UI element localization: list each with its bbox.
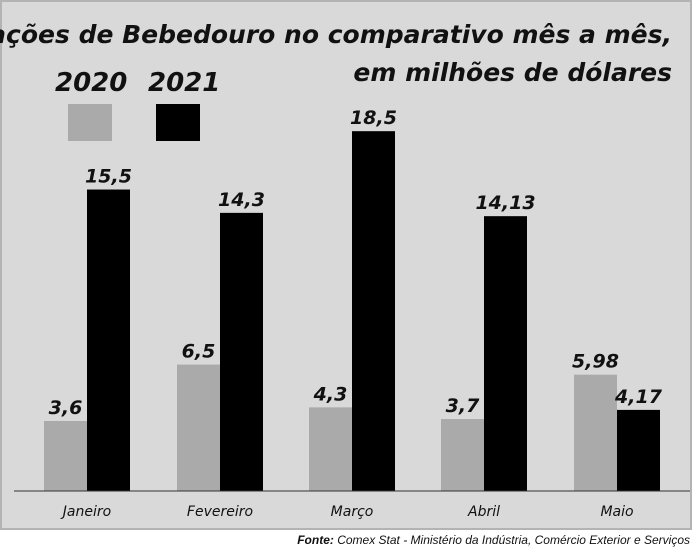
bar-chart: Exportações de Bebedouro no comparativo … [0,20,690,520]
value-labels-group: 3,6 15,5 6,5 14,3 4,3 18,5 3,7 14,13 5,98 4,17 [49,107,663,419]
legend-label-2020: 2020 [55,68,127,98]
source-text: Comex Stat - Ministério da Indústria, Co… [337,533,690,547]
legend-label-2021: 2021 [148,68,220,98]
bars-group [44,131,660,492]
category-label-fevereiro: Fevereiro [187,504,253,520]
chart-title-line-1: Exportações de Bebedouro no comparativo … [0,20,672,49]
value-label-2021-janeiro: 15,5 [85,166,132,188]
bar-2020-maio [574,374,617,491]
value-label-2021-fevereiro: 14,3 [218,189,265,211]
value-label-2021-marco: 18,5 [350,107,397,129]
chart-title-line-2: em milhões de dólares [353,58,672,87]
value-label-2020-fevereiro: 6,5 [182,341,216,363]
legend-swatch-2021 [156,104,200,141]
bar-2020-janeiro [44,420,87,491]
category-label-maio: Maio [600,504,633,520]
category-label-marco: Março [331,504,374,520]
bar-2021-marco [352,131,395,492]
value-label-2020-janeiro: 3,6 [49,397,83,419]
bar-2020-abril [441,419,484,491]
bar-2021-maio [617,409,660,491]
category-label-abril: Abril [467,504,500,520]
value-label-2020-marco: 4,3 [313,383,348,405]
value-label-2021-abril: 14,13 [475,192,535,214]
legend: 2020 2021 [55,68,220,141]
value-label-2020-maio: 5,98 [572,351,619,373]
category-label-janeiro: Janeiro [60,504,111,520]
category-labels-group: Janeiro Fevereiro Março Abril Maio [60,504,634,520]
bar-2020-marco [309,407,352,491]
bar-2021-fevereiro [220,212,263,492]
bar-2020-fevereiro [177,364,220,491]
source-note: Fonte: Comex Stat - Ministério da Indúst… [297,533,690,547]
legend-swatch-2020 [68,104,112,141]
bar-2021-janeiro [87,189,130,491]
source-label: Fonte: [297,533,334,547]
value-label-2021-maio: 4,17 [614,386,663,408]
bar-2021-abril [484,216,527,491]
value-label-2020-abril: 3,7 [446,395,480,417]
